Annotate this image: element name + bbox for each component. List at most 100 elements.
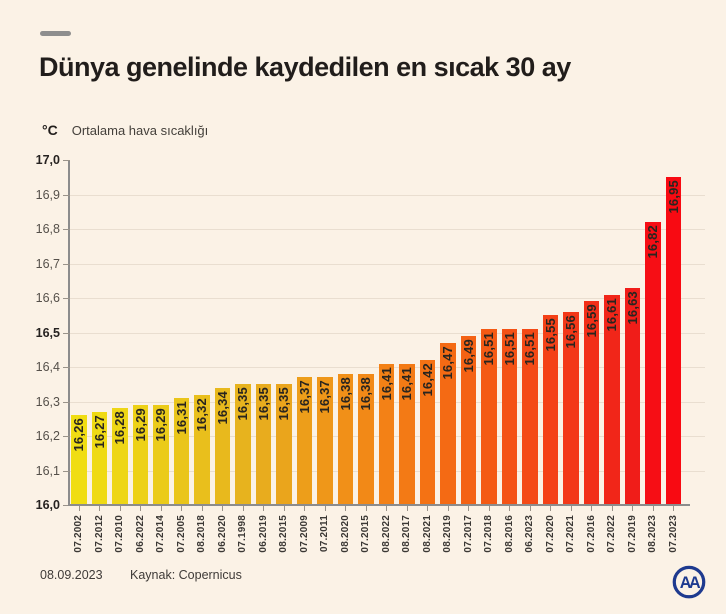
y-axis-label: 16,6 (35, 291, 60, 305)
bar-value-label: 16,38 (358, 376, 374, 411)
bar-value-wrap: 16,47 (440, 346, 456, 380)
x-axis-label: 06.2019 (257, 515, 269, 553)
x-label-wrap: 07.2017 (461, 515, 477, 553)
x-label-wrap: 07.2023 (666, 515, 682, 553)
x-label-wrap: 08.2019 (440, 515, 456, 553)
y-axis-tick (63, 436, 70, 437)
bar-value-wrap: 16,49 (461, 339, 477, 373)
bar-08.2017: 16,41 (399, 363, 415, 505)
bar-value-wrap: 16,37 (317, 380, 333, 414)
x-label-wrap: 07.2015 (358, 515, 374, 553)
x-axis-label: 07.2012 (93, 515, 105, 553)
bar-07.2002: 16,26 (71, 415, 87, 505)
x-axis-label: 07.2018 (483, 515, 495, 553)
y-axis-label: 16,9 (35, 187, 60, 202)
x-label-wrap: 08.2023 (645, 515, 661, 553)
x-label-wrap: 08.2017 (399, 515, 415, 553)
gridline (70, 194, 705, 196)
x-axis-tick (591, 506, 593, 511)
x-label-wrap: 08.2016 (502, 515, 518, 553)
x-axis-tick (263, 506, 265, 511)
bar-07.1998: 16,35 (235, 384, 251, 505)
y-axis-tick (63, 367, 70, 368)
bar-value-label: 16,41 (378, 366, 394, 401)
x-axis-label: 07.2019 (626, 515, 638, 553)
y-axis-label: 16,0 (35, 498, 60, 512)
bar-07.2021: 16,56 (563, 311, 579, 505)
x-label-wrap: 07.2018 (481, 515, 497, 553)
bar-value-label: 16,34 (214, 390, 230, 425)
x-axis-tick (78, 506, 80, 511)
x-label-wrap: 06.2022 (133, 515, 149, 553)
x-axis-label: 08.2017 (401, 515, 413, 553)
bar-07.2022: 16,61 (604, 294, 620, 505)
y-axis-tick (63, 194, 70, 196)
bar-value-wrap: 16,35 (235, 387, 251, 421)
bar-value-wrap: 16,29 (133, 408, 149, 442)
x-axis-tick (304, 506, 306, 511)
bar-value-label: 16,35 (235, 387, 251, 421)
bar-06.2019: 16,35 (255, 384, 271, 505)
bar-value-wrap: 16,38 (358, 377, 374, 411)
bar-value-label: 16,28 (112, 411, 128, 445)
data-source: Kaynak: Copernicus (130, 568, 242, 582)
x-axis-label: 07.2009 (298, 515, 310, 553)
x-axis-label: 08.2016 (503, 515, 515, 553)
x-axis-line (68, 504, 690, 506)
bar-08.2016: 16,51 (501, 329, 517, 505)
bar-value-wrap: 16,55 (543, 318, 559, 352)
bar-value-wrap: 16,95 (666, 180, 682, 214)
x-label-wrap: 07.2002 (71, 515, 87, 553)
x-label-wrap: 07.2012 (92, 515, 108, 553)
x-axis-label: 08.2020 (339, 515, 351, 553)
x-axis-label: 07.2015 (360, 515, 372, 553)
bar-08.2018: 16,32 (194, 394, 210, 505)
x-axis-label: 08.2022 (380, 515, 392, 553)
bar-value-label: 16,49 (460, 338, 476, 373)
bar-value-wrap: 16,37 (297, 380, 313, 414)
bar-value-wrap: 16,51 (481, 332, 497, 366)
bar-value-label: 16,82 (645, 225, 661, 259)
bar-value-label: 16,29 (132, 407, 148, 442)
x-label-wrap: 06.2020 (215, 515, 231, 553)
bar-value-wrap: 16,31 (174, 401, 190, 435)
bar-value-label: 16,56 (563, 314, 579, 349)
bar-07.2023: 16,95 (665, 177, 682, 505)
bar-value-wrap: 16,34 (215, 391, 231, 425)
x-axis-label: 06.2020 (216, 515, 228, 553)
bar-07.2005: 16,31 (173, 398, 190, 505)
x-label-wrap: 08.2020 (338, 515, 354, 553)
x-axis-tick (201, 506, 203, 511)
x-label-wrap: 07.2009 (297, 515, 313, 553)
bar-07.2012: 16,27 (91, 411, 107, 505)
x-label-wrap: 08.2015 (276, 515, 292, 553)
x-axis-label: 08.2018 (196, 515, 208, 553)
x-axis-tick (386, 506, 388, 511)
x-label-wrap: 08.2021 (420, 515, 436, 553)
y-axis-tick (63, 229, 70, 230)
bar-value-label: 16,38 (337, 376, 353, 411)
x-label-wrap: 06.2019 (256, 515, 272, 553)
bar-08.2022: 16,41 (378, 363, 394, 505)
bar-value-wrap: 16,61 (604, 298, 620, 332)
svg-text:AA: AA (680, 574, 701, 592)
chart-legend-row: °C Ortalama hava sıcaklığı (42, 122, 208, 138)
y-axis-label: 16,7 (35, 256, 60, 271)
bar-value-label: 16,51 (522, 332, 538, 366)
bar-value-wrap: 16,29 (153, 408, 169, 442)
bar-value-wrap: 16,41 (399, 367, 415, 401)
bar-08.2019: 16,47 (440, 342, 456, 505)
x-axis-tick (632, 506, 634, 511)
x-label-wrap: 07.2011 (317, 515, 333, 552)
bar-value-wrap: 16,32 (194, 398, 210, 432)
bar-07.2010: 16,28 (112, 408, 128, 505)
y-axis-label: 17,0 (35, 153, 60, 167)
header-accent-dash (40, 31, 71, 36)
x-label-wrap: 07.2021 (563, 515, 579, 553)
bar-value-label: 16,59 (583, 304, 599, 338)
x-label-wrap: 07.2010 (112, 515, 128, 553)
bar-07.2019: 16,63 (624, 287, 640, 505)
bar-07.2015: 16,38 (358, 373, 374, 505)
bar-value-wrap: 16,82 (645, 225, 661, 259)
x-axis-tick (488, 506, 490, 511)
